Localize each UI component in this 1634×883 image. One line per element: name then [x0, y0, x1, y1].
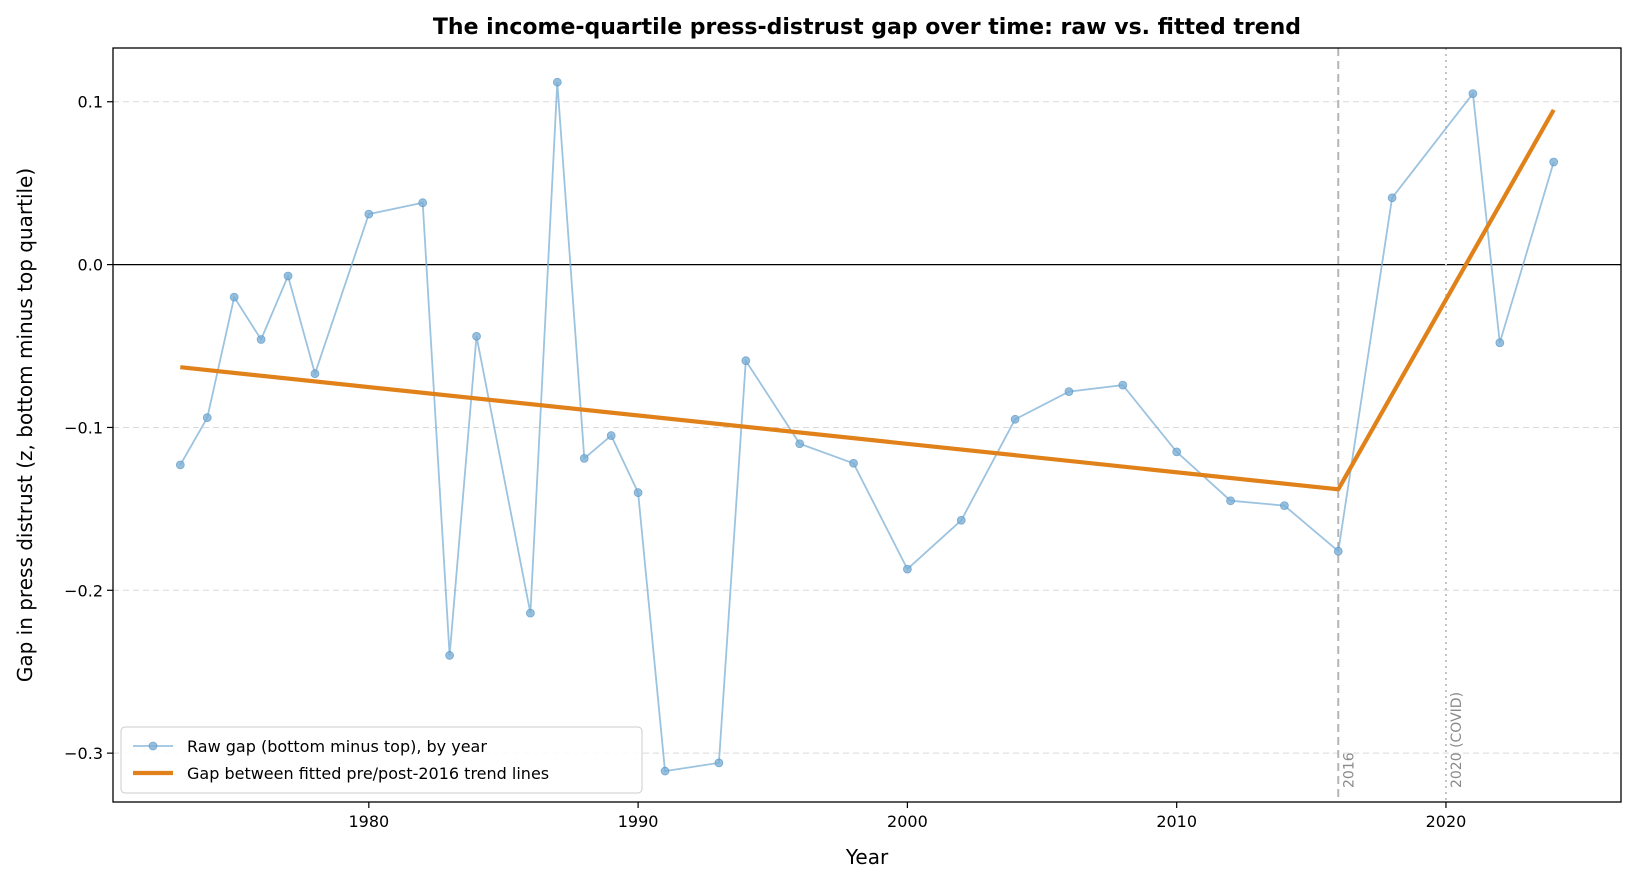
- raw-gap-point: [795, 439, 805, 449]
- y-axis-label: Gap in press distrust (z, bottom minus t…: [13, 168, 37, 682]
- raw-gap-point: [1010, 414, 1020, 424]
- raw-gap-point: [310, 369, 320, 379]
- raw-gap-point: [418, 198, 428, 208]
- raw-gap-point: [1495, 338, 1505, 348]
- raw-gap-point: [849, 458, 858, 468]
- raw-gap-point: [579, 453, 589, 463]
- raw-gap-point: [1118, 380, 1128, 390]
- raw-gap-point: [660, 766, 670, 776]
- reference-lines: 2016 2020 (COVID): [113, 48, 1621, 802]
- x-tick-label: 1990: [618, 812, 659, 831]
- y-tick-label: −0.3: [64, 744, 103, 763]
- y-tick-label: 0.1: [78, 93, 103, 112]
- raw-gap-point: [741, 356, 751, 366]
- raw-gap-point: [364, 209, 374, 219]
- raw-gap-point: [175, 460, 185, 470]
- raw-gap-point: [283, 271, 293, 281]
- vertical-line-label-2020: 2020 (COVID): [1449, 692, 1465, 788]
- legend-raw-label: Raw gap (bottom minus top), by year: [187, 737, 487, 756]
- x-tick-label: 2010: [1156, 812, 1197, 831]
- legend: Raw gap (bottom minus top), by year Gap b…: [120, 726, 643, 794]
- x-axis-label: Year: [845, 845, 889, 869]
- y-tick-label: −0.2: [64, 581, 103, 600]
- raw-gap-point: [1064, 387, 1074, 397]
- raw-gap-point: [202, 413, 212, 423]
- plot-frame: [112, 47, 1622, 803]
- raw-gap-point: [606, 431, 616, 440]
- raw-gap-point: [445, 651, 455, 660]
- series-layer: [175, 77, 1559, 776]
- raw-gap-point: [633, 488, 643, 497]
- raw-gap-point: [1172, 447, 1182, 457]
- raw-gap-point: [1226, 496, 1235, 506]
- raw-gap-point: [1279, 501, 1289, 511]
- legend-fit-label: Gap between fitted pre/post-2016 trend l…: [187, 764, 549, 783]
- raw-gap-point: [956, 515, 966, 525]
- raw-gap-point: [256, 335, 266, 344]
- x-tick-label: 2020: [1426, 812, 1467, 831]
- raw-gap-line: [179, 82, 1555, 773]
- chart-title: The income-quartile press-distrust gap o…: [433, 15, 1301, 40]
- raw-gap-point: [552, 77, 562, 87]
- vertical-line-label-2016: 2016: [1341, 752, 1357, 788]
- legend-box: [120, 726, 643, 794]
- raw-gap-point: [902, 564, 912, 574]
- fitted-trend-line: [180, 108, 1556, 492]
- raw-gap-point: [1468, 89, 1478, 98]
- raw-gap-point: [472, 331, 481, 341]
- raw-gap-point: [1387, 193, 1397, 203]
- raw-gap-point: [1549, 157, 1559, 167]
- axis-ticks: 0.1 0.0 −0.1 −0.2 −0.3 1980 1990 2000 2010 2020: [64, 93, 1466, 831]
- raw-gap-point: [714, 758, 724, 768]
- raw-gap-point: [1333, 546, 1343, 556]
- raw-gap-point: [229, 292, 239, 302]
- y-tick-label: −0.1: [64, 418, 103, 437]
- legend-raw-marker: [148, 741, 158, 751]
- x-tick-label: 1980: [348, 812, 389, 831]
- x-tick-label: 2000: [887, 812, 928, 831]
- raw-gap-point: [525, 608, 535, 618]
- y-tick-label: 0.0: [78, 256, 103, 275]
